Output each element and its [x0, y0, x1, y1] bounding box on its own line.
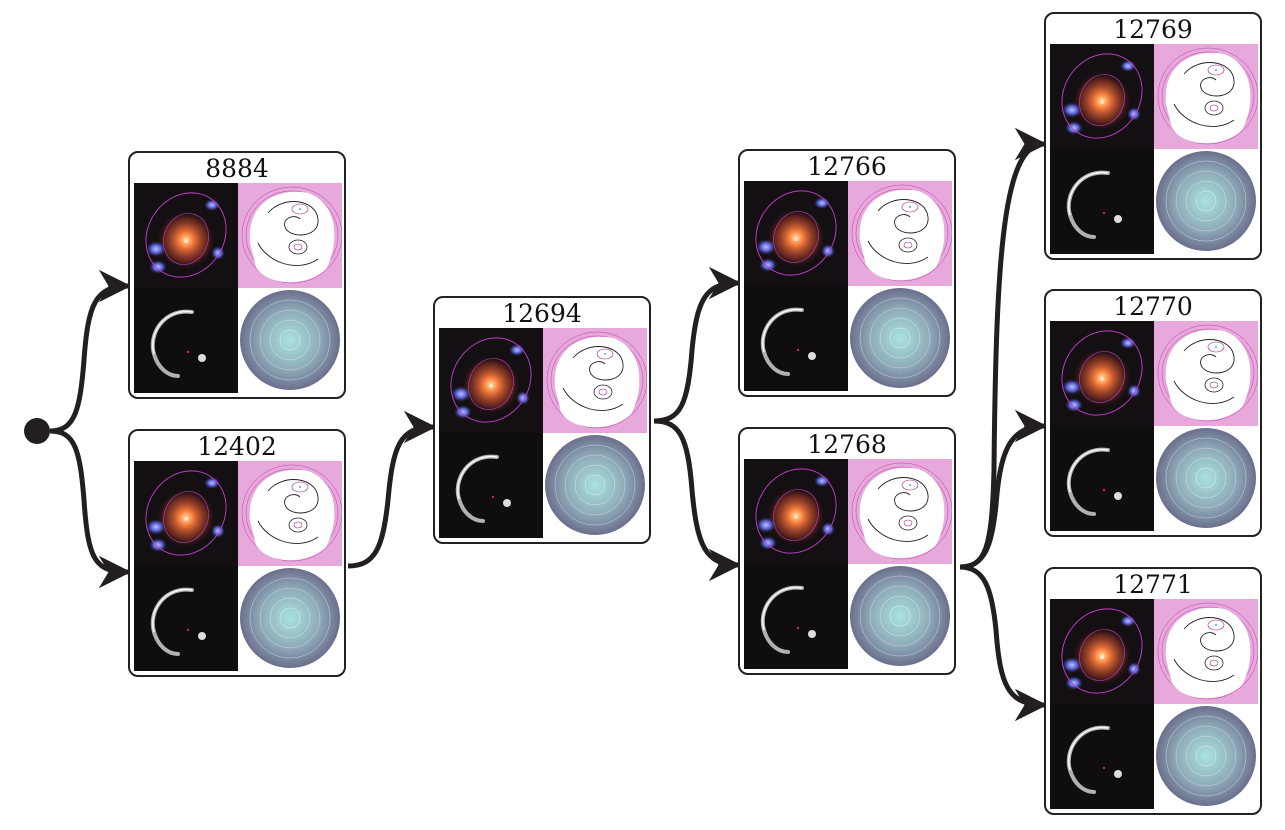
- source-contour-plot: [1154, 44, 1258, 149]
- edge-12402-12694: [347, 410, 437, 569]
- edge-root-12402: [49, 428, 132, 589]
- node-title: 12769: [1113, 15, 1193, 44]
- pixelated-disk-image: [1154, 704, 1258, 809]
- model-arc-image: [1050, 149, 1154, 254]
- edge-12694-12768: [653, 418, 742, 582]
- model-arc-image: [134, 566, 238, 671]
- pixelated-disk-image: [848, 564, 952, 669]
- edge-root-8884: [49, 269, 132, 434]
- observed-image: [439, 328, 543, 433]
- node-title: 12402: [197, 432, 277, 461]
- node-title: 12770: [1113, 292, 1193, 321]
- panel-grid: [134, 183, 342, 393]
- model-node-12768: 12768: [738, 427, 956, 675]
- pixelated-disk-image: [848, 286, 952, 391]
- panel-grid: [744, 181, 952, 391]
- pixelated-disk-image: [543, 433, 647, 538]
- panel-grid: [1050, 321, 1258, 531]
- observed-image: [1050, 321, 1154, 426]
- observed-image: [744, 181, 848, 286]
- observed-image: [1050, 599, 1154, 704]
- model-node-12771: 12771: [1044, 567, 1262, 815]
- source-contour-plot: [238, 183, 342, 288]
- model-arc-image: [1050, 426, 1154, 531]
- pixelated-disk-image: [238, 288, 342, 393]
- model-node-8884: 8884: [128, 151, 346, 399]
- node-title: 12766: [807, 152, 887, 181]
- node-title: 8884: [205, 154, 269, 183]
- observed-image: [134, 461, 238, 566]
- panel-grid: [1050, 44, 1258, 254]
- pixelated-disk-image: [238, 566, 342, 671]
- node-title: 12694: [502, 299, 582, 328]
- model-arc-image: [134, 288, 238, 393]
- source-contour-plot: [848, 459, 952, 564]
- edge-12694-12766: [653, 266, 742, 424]
- panel-grid: [744, 459, 952, 669]
- root-node: [24, 418, 50, 444]
- model-node-12694: 12694: [433, 296, 651, 544]
- pixelated-disk-image: [1154, 426, 1258, 531]
- observed-image: [1050, 44, 1154, 149]
- observed-image: [134, 183, 238, 288]
- edge-12768-12769: [959, 127, 1048, 570]
- panel-grid: [134, 461, 342, 671]
- model-node-12770: 12770: [1044, 289, 1262, 537]
- edge-12768-12771: [959, 564, 1048, 722]
- model-arc-image: [744, 564, 848, 669]
- model-node-12769: 12769: [1044, 12, 1262, 260]
- observed-image: [744, 459, 848, 564]
- node-title: 12771: [1113, 570, 1193, 599]
- model-node-12402: 12402: [128, 429, 346, 677]
- model-arc-image: [1050, 704, 1154, 809]
- model-arc-image: [744, 286, 848, 391]
- model-arc-image: [439, 433, 543, 538]
- edge-12768-12770: [959, 409, 1048, 570]
- node-title: 12768: [807, 430, 887, 459]
- panel-grid: [439, 328, 647, 538]
- panel-grid: [1050, 599, 1258, 809]
- model-node-12766: 12766: [738, 149, 956, 397]
- source-contour-plot: [543, 328, 647, 433]
- source-contour-plot: [848, 181, 952, 286]
- source-contour-plot: [1154, 321, 1258, 426]
- source-contour-plot: [1154, 599, 1258, 704]
- pixelated-disk-image: [1154, 149, 1258, 254]
- source-contour-plot: [238, 461, 342, 566]
